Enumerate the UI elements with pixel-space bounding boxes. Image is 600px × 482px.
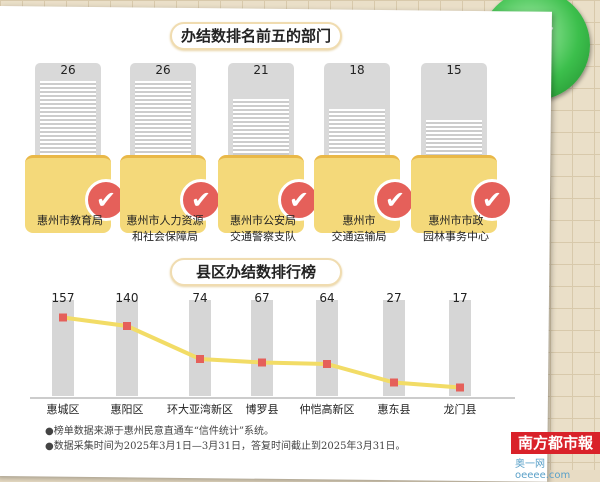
logo: 南方都市報: [511, 432, 600, 454]
department-name: 惠州市公安局 交通警察支队: [230, 214, 296, 243]
category-label: 惠城区: [47, 402, 80, 416]
category-label: 仲恺高新区: [300, 402, 355, 416]
category-label: 环大亚湾新区: [167, 402, 233, 416]
top-title: 办结数排名前五的部门: [170, 22, 342, 50]
category-label: 博罗县: [246, 403, 279, 416]
bar: [189, 300, 211, 396]
value-label: 140: [116, 291, 139, 305]
category-label: 惠东县: [378, 402, 411, 416]
value-label: 157: [52, 291, 75, 305]
data-point: [323, 360, 331, 368]
value-label: 64: [319, 291, 334, 305]
department-name: 惠州市市政 园林事务中心: [423, 214, 489, 243]
district-chart: 157 惠城区 140 惠阳区 74 环大亚湾新区 67 博罗县 64 仲恺高新区 27 惠东县 17 龙…: [30, 291, 515, 416]
bar: [52, 300, 74, 396]
document-icon: 21: [228, 63, 294, 173]
data-point: [123, 322, 131, 330]
department-count: 26: [60, 63, 76, 77]
check-icon: ✔: [278, 179, 320, 221]
department-count: 21: [253, 63, 269, 77]
department-name: 惠州市 交通运输局: [331, 214, 387, 243]
note-2: ●数据采集时间为2025年3月1日—3月31日，答复时间截止到2025年3月31…: [45, 441, 406, 452]
chart-title: 县区办结数排行榜: [170, 258, 342, 286]
department-count: 26: [155, 63, 171, 77]
note-1: ●榜单数据来源于惠州民意直通车“信件统计”系统。: [45, 426, 274, 437]
watermark: 奥一网oeeee.com: [515, 459, 571, 481]
bar: [449, 300, 471, 396]
value-label: 17: [452, 291, 467, 305]
department-count: 18: [349, 63, 365, 77]
department-name: 惠州市人力资源 和社会保障局: [126, 214, 204, 243]
category-label: 惠阳区: [111, 402, 144, 416]
data-point: [196, 355, 204, 363]
category-label: 龙门县: [444, 402, 477, 416]
data-point: [59, 313, 67, 322]
value-label: 27: [386, 291, 401, 305]
folder-icon: [411, 155, 497, 233]
bar: [316, 300, 338, 396]
value-label: 67: [254, 291, 269, 305]
check-icon: ✔: [471, 179, 513, 221]
bar: [251, 300, 273, 396]
department-count: 15: [446, 63, 462, 77]
data-point: [258, 358, 266, 367]
bar: [383, 300, 405, 396]
department-name: 惠州市教育局: [37, 214, 103, 227]
value-label: 74: [192, 291, 207, 305]
bar: [116, 300, 138, 396]
data-point: [390, 378, 398, 387]
data-point: [456, 383, 464, 392]
